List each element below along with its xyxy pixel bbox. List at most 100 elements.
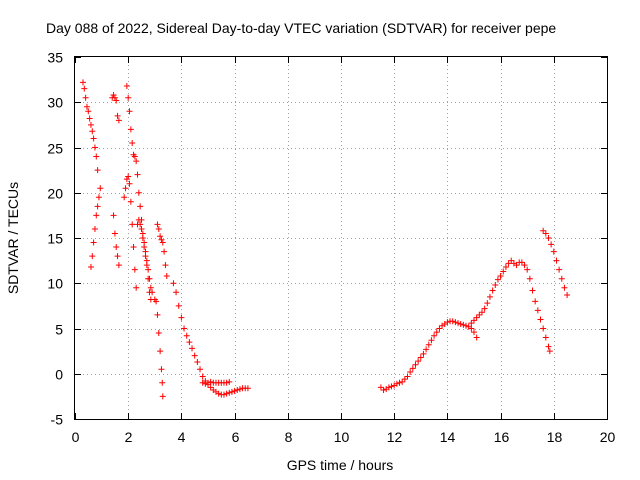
data-point <box>197 366 204 373</box>
series-arc-14 <box>540 227 571 299</box>
data-point <box>207 378 214 385</box>
data-point <box>175 302 182 309</box>
data-point <box>420 350 427 357</box>
data-point <box>199 373 206 380</box>
x-tick-label: 16 <box>494 429 510 445</box>
data-point <box>85 108 92 115</box>
data-point <box>113 244 120 251</box>
data-point <box>158 366 165 373</box>
series-arc-12 <box>377 318 480 394</box>
data-point <box>189 345 196 352</box>
data-point <box>215 390 222 397</box>
data-point <box>452 319 459 326</box>
data-point <box>123 176 130 183</box>
series-arc-7 <box>134 216 156 296</box>
data-point <box>131 266 138 273</box>
data-point <box>377 384 384 391</box>
data-point <box>81 85 88 92</box>
x-tick-label: 20 <box>600 429 616 445</box>
data-point <box>139 235 146 241</box>
y-tick-label: -5 <box>51 412 64 428</box>
data-point <box>502 263 509 270</box>
y-tick-label: 5 <box>55 322 63 338</box>
data-point <box>433 329 440 336</box>
data-point <box>476 311 483 318</box>
x-tick-label: 0 <box>72 429 80 445</box>
data-point <box>145 266 152 273</box>
data-point <box>494 276 501 283</box>
data-point <box>478 309 485 316</box>
series-arc-2 <box>87 185 104 270</box>
data-point <box>553 257 560 264</box>
data-point <box>226 389 233 396</box>
data-point <box>133 158 140 165</box>
data-point <box>126 108 133 115</box>
data-point <box>558 275 565 282</box>
series-arc-4 <box>110 212 122 269</box>
data-point <box>407 368 414 375</box>
grid-lines <box>75 57 607 419</box>
data-point <box>388 383 395 390</box>
data-point <box>161 248 168 255</box>
series-arc-5 <box>123 82 154 303</box>
data-point <box>137 203 144 210</box>
data-point <box>155 330 162 337</box>
data-point <box>115 117 122 124</box>
y-tick-label: 20 <box>47 186 63 202</box>
data-point <box>130 244 137 251</box>
data-point <box>223 379 230 386</box>
x-tick-label: 10 <box>334 429 350 445</box>
data-point <box>521 262 528 269</box>
data-point <box>93 212 100 219</box>
data-point <box>244 385 251 392</box>
data-point <box>114 253 121 260</box>
data-point <box>173 289 180 296</box>
data-point <box>463 322 470 329</box>
data-point <box>199 379 206 386</box>
data-point <box>542 334 549 341</box>
data-point <box>425 341 432 348</box>
series-arc-11 <box>199 378 233 387</box>
data-point <box>220 391 227 398</box>
x-tick-label: 12 <box>387 429 403 445</box>
data-point <box>545 343 552 350</box>
data-point <box>500 268 507 275</box>
data-point <box>460 321 467 328</box>
data-point <box>202 380 209 387</box>
data-point <box>94 167 101 174</box>
data-point <box>129 139 136 146</box>
data-point <box>110 92 117 99</box>
data-point <box>385 384 392 391</box>
data-point <box>417 354 424 361</box>
y-axis-label: SDTVAR / TECUs <box>5 182 21 294</box>
data-point <box>126 180 133 187</box>
y-tick-label: 0 <box>55 367 63 383</box>
data-point <box>468 320 475 327</box>
data-point <box>423 346 430 353</box>
x-tick-label: 6 <box>232 429 240 445</box>
data-point <box>87 263 94 270</box>
data-point <box>505 260 512 267</box>
data-point <box>231 387 238 394</box>
data-point <box>561 284 568 291</box>
series-arc-13 <box>468 257 553 355</box>
data-point <box>540 227 547 234</box>
data-point <box>111 94 118 101</box>
y-tick-label: 25 <box>47 141 63 157</box>
data-point <box>129 221 136 228</box>
data-point <box>178 314 185 321</box>
data-point <box>115 262 122 269</box>
x-tick-label: 4 <box>178 429 186 445</box>
data-point <box>489 287 496 294</box>
data-point <box>396 379 403 386</box>
data-point <box>471 317 477 324</box>
data-point <box>157 348 164 355</box>
data-point <box>110 212 117 219</box>
data-point <box>537 316 544 323</box>
data-point <box>153 298 160 305</box>
data-point <box>131 153 138 160</box>
data-point <box>121 194 128 201</box>
data-point <box>497 273 504 280</box>
data-point <box>532 298 539 305</box>
data-point <box>471 329 477 336</box>
